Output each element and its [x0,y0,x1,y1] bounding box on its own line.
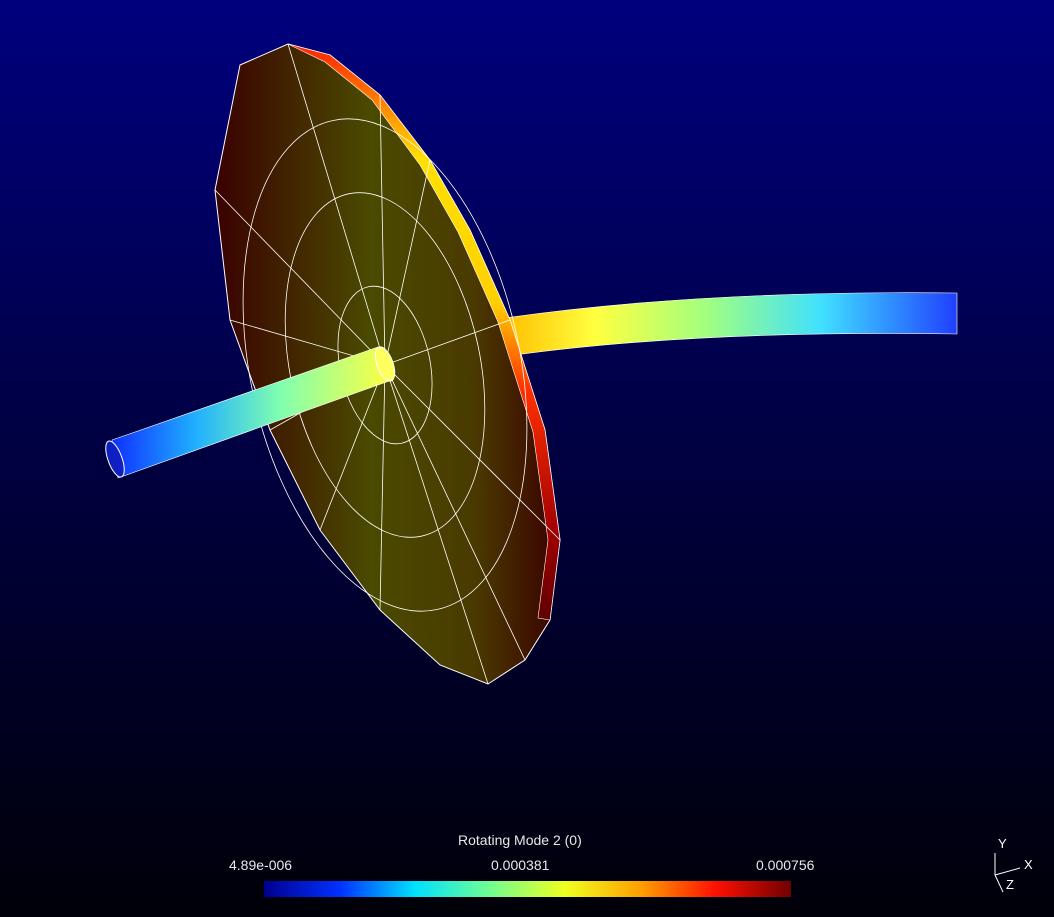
legend-mid-label: 0.000381 [491,857,550,873]
legend-min-label: 4.89e-006 [229,857,293,873]
legend-max-label: 0.000756 [756,857,815,873]
legend-title: Rotating Mode 2 (0) [458,832,582,848]
axis-triad [994,853,1021,893]
axis-z-label: Z [1006,877,1014,892]
axis-x-label: X [1024,857,1033,872]
left-shaft [105,346,396,479]
legend-color-bar [264,881,791,897]
axis-y-label: Y [998,836,1007,851]
right-shaft [504,292,958,356]
